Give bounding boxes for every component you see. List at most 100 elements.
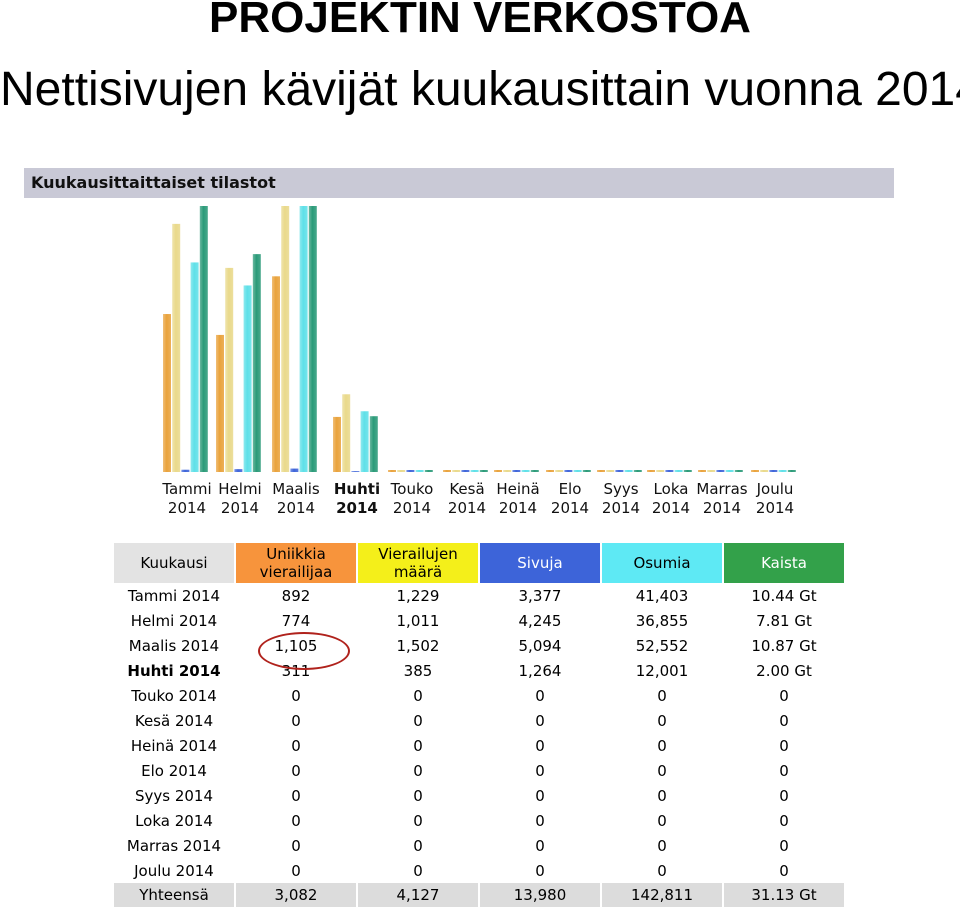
bar-maalis-1-0 — [290, 468, 299, 472]
cell-sivuja: 0 — [535, 736, 545, 755]
bar-tammi-0-1 — [172, 223, 181, 472]
bar-elo-2-1 — [582, 470, 591, 472]
x-tick-label: Huhti — [334, 480, 380, 498]
table-row: Marras 2014 0 0 0 0 0 — [114, 833, 844, 858]
bar-maalis-2-0 — [299, 206, 308, 472]
cell-vierailut: 0 — [413, 711, 423, 730]
bar-helmi-2-0 — [243, 285, 252, 472]
cell-kaista: 0 — [779, 861, 789, 880]
cell-uniikkia: 0 — [291, 811, 301, 830]
total-label: Yhteensä — [114, 883, 234, 907]
bar-helmi-1-0 — [234, 469, 243, 472]
cell-osumia: 36,855 — [635, 611, 689, 630]
bar-tammi-1-0 — [181, 469, 190, 472]
monthly-stats-table: Kuukausi Uniikkia vierailijaa Vierailuje… — [112, 543, 846, 907]
cell-osumia: 41,403 — [635, 586, 689, 605]
x-tick-label: 2014 — [393, 499, 431, 517]
x-tick-label: 2014 — [168, 499, 206, 517]
bar-elo-0-1 — [555, 470, 564, 472]
cell-uniikkia: 0 — [291, 861, 301, 880]
x-tick-label: 2014 — [652, 499, 690, 517]
table-header-row: Kuukausi Uniikkia vierailijaa Vierailuje… — [114, 543, 844, 583]
x-tick-label: Helmi — [218, 480, 261, 498]
table-row: Heinä 2014 0 0 0 0 0 — [114, 733, 844, 758]
cell-osumia: 0 — [657, 711, 667, 730]
cell-vierailut: 0 — [413, 686, 423, 705]
bar-heinä-0-0 — [494, 470, 502, 472]
table-row: Helmi 2014 774 1,011 4,245 36,855 7.81 Gt — [114, 608, 844, 633]
cell-uniikkia: 0 — [291, 761, 301, 780]
header-vierailut: Vierailujen määrä — [358, 543, 478, 583]
x-tick-label: 2014 — [277, 499, 315, 517]
page-subtitle: Nettisivujen kävijät kuukausittain vuonn… — [0, 63, 960, 116]
total-sivuja: 13,980 — [480, 883, 600, 907]
x-tick-label: 2014 — [221, 499, 259, 517]
cell-vierailut: 0 — [413, 811, 423, 830]
x-tick-label: Tammi — [161, 480, 211, 498]
bar-elo-2-0 — [573, 470, 582, 472]
bar-maalis-2-1 — [308, 206, 317, 472]
x-tick-label: 2014 — [336, 499, 378, 517]
cell-sivuja: 0 — [535, 861, 545, 880]
cell-osumia: 0 — [657, 811, 667, 830]
cell-month: Huhti 2014 — [127, 661, 221, 680]
section-header: Kuukausittaittaiset tilastot — [24, 168, 894, 198]
header-kuukausi: Kuukausi — [114, 543, 234, 583]
cell-sivuja: 0 — [535, 786, 545, 805]
cell-osumia: 0 — [657, 736, 667, 755]
x-tick-label: Touko — [390, 480, 434, 498]
bar-syys-1-0 — [615, 470, 624, 472]
table-row: Joulu 2014 0 0 0 0 0 — [114, 858, 844, 883]
cell-uniikkia: 0 — [291, 786, 301, 805]
cell-sivuja: 0 — [535, 811, 545, 830]
bar-heinä-1-0 — [512, 470, 521, 472]
cell-month: Maalis 2014 — [128, 636, 220, 655]
bar-loka-1-0 — [665, 470, 674, 472]
cell-uniikkia: 774 — [281, 611, 311, 630]
cell-osumia: 0 — [657, 836, 667, 855]
bar-huhti-2-0 — [360, 411, 369, 472]
page-title: PROJEKTIN VERKOSTOA — [209, 0, 751, 42]
bar-touko-0-0 — [388, 470, 396, 472]
bar-heinä-0-1 — [503, 470, 512, 472]
bar-joulu-2-0 — [778, 470, 787, 472]
total-vierailut: 4,127 — [358, 883, 478, 907]
cell-vierailut: 0 — [413, 786, 423, 805]
monthly-bar-chart: Tammi2014Helmi2014Maalis2014Huhti2014Tou… — [161, 206, 796, 517]
bar-marras-2-1 — [734, 470, 743, 472]
cell-vierailut: 0 — [413, 736, 423, 755]
header-uniikkia: Uniikkia vierailijaa — [236, 543, 356, 583]
cell-osumia: 52,552 — [635, 636, 689, 655]
table-row: Elo 2014 0 0 0 0 0 — [114, 758, 844, 783]
bar-kesä-1-0 — [461, 470, 470, 472]
x-tick-label: Kesä — [449, 480, 484, 498]
cell-osumia: 0 — [657, 686, 667, 705]
header-vierailut-label: Vierailujen määrä — [378, 545, 458, 581]
cell-month: Tammi 2014 — [127, 586, 221, 605]
bar-joulu-2-1 — [787, 470, 796, 472]
bar-helmi-0-0 — [216, 334, 224, 472]
cell-osumia: 12,001 — [635, 661, 689, 680]
cell-kaista: 10.44 Gt — [751, 586, 817, 605]
bar-maalis-0-1 — [281, 206, 290, 472]
bar-kesä-2-1 — [479, 470, 488, 472]
cell-month: Elo 2014 — [141, 761, 207, 780]
cell-kaista: 0 — [779, 736, 789, 755]
cell-osumia: 0 — [657, 861, 667, 880]
x-tick-label: 2014 — [499, 499, 537, 517]
cell-kaista: 10.87 Gt — [751, 636, 817, 655]
x-tick-label: 2014 — [448, 499, 486, 517]
cell-vierailut: 1,011 — [396, 611, 440, 630]
total-row: Yhteensä 3,082 4,127 13,980 142,811 31.1… — [114, 883, 844, 907]
table-row: Tammi 2014 892 1,229 3,377 41,403 10.44 Gt — [114, 583, 844, 608]
table-row: Syys 2014 0 0 0 0 0 — [114, 783, 844, 808]
x-tick-label: Syys — [603, 480, 638, 498]
bar-heinä-2-1 — [530, 470, 539, 472]
bar-elo-0-0 — [546, 470, 554, 472]
table-row: Maalis 2014 1,105 1,502 5,094 52,552 10.87 Gt — [114, 633, 844, 658]
bar-marras-0-0 — [698, 470, 706, 472]
x-tick-label: 2014 — [703, 499, 741, 517]
bar-kesä-0-1 — [452, 470, 461, 472]
x-tick-label: Heinä — [496, 480, 539, 498]
cell-vierailut: 1,229 — [396, 586, 440, 605]
